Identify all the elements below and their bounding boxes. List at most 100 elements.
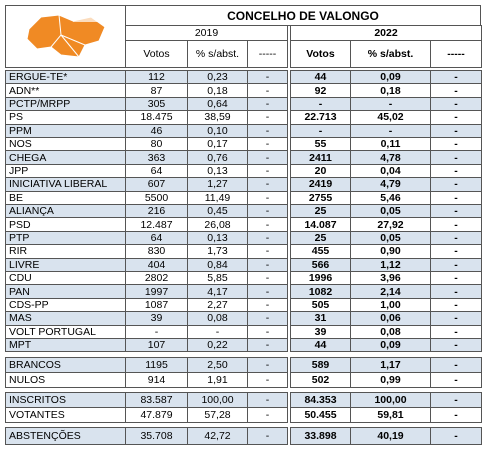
- table-cell: 45,02: [350, 110, 431, 125]
- table-cell: 1087: [125, 297, 188, 313]
- table-cell: 87: [125, 83, 188, 98]
- table-cell: -: [430, 70, 482, 85]
- table-cell: 5500: [125, 190, 188, 205]
- table-cell: 1996: [290, 271, 351, 286]
- table-cell: 0,08: [187, 311, 248, 326]
- table-cell: -: [430, 137, 482, 152]
- table-cell: -: [430, 284, 482, 299]
- table-cell: -: [430, 190, 482, 205]
- table-cell: 5,46: [350, 190, 431, 205]
- row-label: PS: [5, 110, 126, 125]
- column-header: -----: [247, 40, 288, 68]
- table-cell: -: [247, 311, 288, 326]
- table-cell: 38,59: [187, 110, 248, 125]
- table-cell: 0,04: [350, 163, 431, 179]
- table-cell: 0,05: [350, 230, 431, 246]
- table-cell: 0,13: [187, 163, 248, 179]
- table-cell: -: [247, 123, 288, 138]
- table-cell: -: [247, 407, 288, 423]
- table-cell: -: [247, 110, 288, 125]
- table-cell: -: [430, 83, 482, 98]
- table-cell: 1,12: [350, 257, 431, 272]
- table-cell: -: [247, 177, 288, 192]
- table-cell: 22.713: [290, 110, 351, 125]
- row-label: CHEGA: [5, 150, 126, 165]
- table-cell: 39: [125, 311, 188, 326]
- year-header: 2019: [125, 25, 288, 41]
- table-cell: -: [430, 150, 482, 165]
- table-cell: 25: [290, 204, 351, 219]
- table-cell: -: [247, 150, 288, 165]
- table-cell: -: [187, 324, 248, 339]
- table-cell: 1195: [125, 357, 188, 373]
- table-cell: 216: [125, 204, 188, 219]
- table-cell: 11,49: [187, 190, 248, 205]
- row-label: BRANCOS: [5, 357, 126, 373]
- logo: [25, 13, 106, 58]
- table-cell: 1,73: [187, 244, 248, 259]
- table-cell: 0,90: [350, 244, 431, 259]
- table-cell: -: [430, 96, 482, 112]
- table-cell: 64: [125, 230, 188, 246]
- row-label: RIR: [5, 244, 126, 259]
- table-cell: 0,10: [187, 123, 248, 138]
- year-header: 2022: [290, 25, 482, 41]
- row-label: CDU: [5, 271, 126, 286]
- table-cell: -: [247, 244, 288, 259]
- table-cell: 2,27: [187, 297, 248, 313]
- table-cell: -: [430, 407, 482, 423]
- column-header: Votos: [125, 40, 188, 68]
- table-cell: -: [247, 70, 288, 85]
- table-cell: 363: [125, 150, 188, 165]
- table-cell: -: [430, 204, 482, 219]
- table-cell: -: [247, 257, 288, 272]
- row-label: LIVRE: [5, 257, 126, 272]
- table-cell: 2,14: [350, 284, 431, 299]
- table-cell: -: [430, 338, 482, 353]
- table-cell: -: [247, 96, 288, 112]
- table-cell: 2,50: [187, 357, 248, 373]
- table-cell: 12.487: [125, 217, 188, 232]
- table-cell: -: [247, 372, 288, 388]
- table-cell: 0,23: [187, 70, 248, 85]
- row-label: PCTP/MRPP: [5, 96, 126, 112]
- table-cell: 0,05: [350, 204, 431, 219]
- table-cell: 55: [290, 137, 351, 152]
- table-cell: -: [430, 311, 482, 326]
- table-cell: 4,78: [350, 150, 431, 165]
- row-label: NULOS: [5, 372, 126, 388]
- table-cell: 35.708: [125, 427, 188, 445]
- table-cell: 1,00: [350, 297, 431, 313]
- table-cell: 502: [290, 372, 351, 388]
- table-cell: -: [247, 137, 288, 152]
- row-label: ALIANÇA: [5, 204, 126, 219]
- table-cell: 0,09: [350, 70, 431, 85]
- table-cell: -: [247, 163, 288, 179]
- table-cell: 50.455: [290, 407, 351, 423]
- table-cell: 3,96: [350, 271, 431, 286]
- table-cell: -: [247, 217, 288, 232]
- table-cell: -: [430, 257, 482, 272]
- table-cell: 2419: [290, 177, 351, 192]
- table-cell: -: [247, 427, 288, 445]
- row-label: INICIATIVA LIBERAL: [5, 177, 126, 192]
- table-cell: -: [247, 230, 288, 246]
- table-cell: 25: [290, 230, 351, 246]
- table-cell: 80: [125, 137, 188, 152]
- table-cell: 1082: [290, 284, 351, 299]
- table-cell: 0,09: [350, 338, 431, 353]
- table-cell: 0,17: [187, 137, 248, 152]
- table-cell: 0,45: [187, 204, 248, 219]
- table-cell: -: [247, 324, 288, 339]
- logo-cell: [5, 5, 126, 68]
- table-cell: 26,08: [187, 217, 248, 232]
- table-cell: -: [350, 123, 431, 138]
- table-cell: 0,08: [350, 324, 431, 339]
- table-cell: -: [430, 110, 482, 125]
- row-label: INSCRITOS: [5, 392, 126, 408]
- table-cell: -: [247, 297, 288, 313]
- row-label: PAN: [5, 284, 126, 299]
- row-label: PTP: [5, 230, 126, 246]
- table-cell: 92: [290, 83, 351, 98]
- table-cell: 100,00: [187, 392, 248, 408]
